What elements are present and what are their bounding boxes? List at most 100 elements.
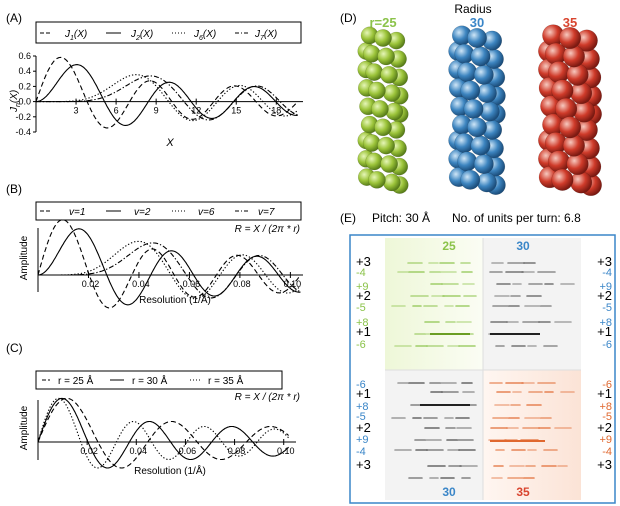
radius-label-30: 30 [470,15,484,30]
panel-a-xtick-label: 6 [114,106,119,116]
panel-a-xtick-label: 15 [231,106,241,116]
legend-a-2: J2(X) [130,29,153,42]
panel-a-xlabel: X [165,137,174,149]
quadrant-bottom-left [385,370,483,500]
panel-a-label: (A) [6,11,22,25]
quadrant-title-35: 35 [516,485,530,499]
panel-e-pitch: Pitch: 30 Å [372,210,430,225]
legend-a-1: J1(X) [64,29,87,42]
subunit-sphere [562,45,585,68]
subunit-sphere [470,135,491,156]
panel-a-xtick-label: 3 [74,106,79,116]
panel-d-title: Radius [454,2,491,16]
layer-label-bottom-right: -5 [602,411,612,423]
layer-label-bottom-left: -5 [356,411,366,423]
layer-label-top-right: +2 [597,288,612,303]
layer-label-top-right: -5 [602,302,612,314]
layer-label-top-left: +8 [356,317,369,329]
panel-c-ylabel: Amplitude [19,405,30,450]
layer-label-top-right: +9 [599,281,612,293]
panel-a: (A) J1(X) J2(X) J6(X) J7(X) Jn(X) X 0.60… [6,11,303,149]
subunit-sphere [374,29,392,47]
layer-label-top-right: +1 [597,324,612,339]
subunit-sphere [365,152,384,171]
quadrant-bottom-right [483,370,581,500]
subunit-sphere [382,173,401,192]
layer-label-top-right: -4 [602,267,612,279]
panel-b-series-v6 [38,240,301,300]
layer-line-labels: +3-4+9+2-5+8+1-6+3-4+9+2-5+8+1-6-6+1+8-5… [356,254,612,472]
panel-a-series-J6 [36,74,299,122]
legend-c-1: r = 25 Å [58,374,94,387]
quadrant-title-30-bottom: 30 [442,485,456,499]
layer-label-bottom-left: -6 [356,379,366,391]
panel-a-ytick-label: 0.0 [18,97,31,107]
panel-e-units: No. of units per turn: 6.8 [452,211,581,225]
panel-c: (C) r = 25 Å r = 30 Å r = 35 Å R = X / (… [6,341,300,477]
tube-red-r35 [538,24,602,196]
subunit-sphere [562,134,585,157]
tube-green-r25 [357,26,409,194]
panel-c-xlabel: Resolution (1/Å) [134,464,206,477]
tube-blue-r30 [448,25,506,195]
legend-b-1: v=1 [69,207,85,218]
panel-c-axes: 0.02 0.04 0.06 0.08 0.10 [37,397,296,469]
quadrant-top-right [483,238,581,370]
legend-a-4: J7(X) [254,29,277,42]
subunit-sphere [551,79,574,102]
subunit-sphere [467,117,487,138]
panel-b-formula: R = X / (2π * r) [235,224,300,235]
legend-b-4: v=7 [258,207,275,218]
layer-label-bottom-right: -4 [602,446,612,458]
panel-b-xtick-label: 0.08 [233,279,251,289]
subunit-sphere [470,46,491,67]
layer-label-bottom-right: +9 [599,434,612,446]
subunit-sphere [374,118,392,137]
panel-a-ytick-label: 0.2 [18,81,31,91]
panel-b-legend-box [35,201,302,221]
subunit-sphere [570,82,593,105]
layer-label-bottom-right: +3 [597,457,612,472]
layer-label-top-left: +3 [356,254,371,269]
layer-label-top-left: +1 [356,324,371,339]
legend-a-3: J6(X) [193,29,216,42]
legend-b-2: v=2 [134,207,151,218]
panel-a-ytick-label: 0.4 [18,66,31,76]
panel-a-xtick-label: 9 [154,106,159,116]
subunit-sphere [368,81,386,100]
panel-c-series-r30 [37,397,289,469]
subunit-sphere [566,152,589,175]
subunit-sphere [467,28,487,48]
legend-c-2: r = 30 Å [132,374,168,387]
panel-b-xtick-label: 0.06 [183,279,201,289]
subunit-sphere [377,136,395,155]
subunit-sphere [559,27,582,50]
subunit-sphere [476,172,497,193]
radius-label-35: 35 [563,15,577,30]
layer-label-bottom-left: -4 [356,446,366,458]
layer-label-bottom-left: +1 [356,386,371,401]
panel-b-xtick-label: 0.10 [284,279,302,289]
layer-label-bottom-left: +3 [356,457,371,472]
subunit-sphere [460,169,481,190]
subunit-sphere [457,151,477,172]
radius-label-25: r=25 [369,15,396,30]
layer-label-bottom-left: +9 [356,434,369,446]
layer-label-top-left: +9 [356,281,369,293]
panel-d: (D) Radius r=25 30 35 [340,2,602,196]
panel-d-label: (D) [340,11,357,25]
panel-a-xtick-label: 12 [191,106,201,116]
panel-a-ytick-label: -0.4 [15,127,31,137]
subunit-sphere [547,150,570,173]
panel-c-formula: R = X / (2π * r) [235,392,300,403]
panel-a-legend-box [35,21,302,44]
subunit-sphere [473,64,494,85]
panel-c-label: (C) [6,341,23,355]
layer-label-bottom-left: +8 [356,401,369,413]
layer-label-top-left: -5 [356,302,366,314]
subunit-sphere [463,99,484,119]
layer-label-top-right: +3 [597,254,612,269]
subunit-sphere [559,116,582,139]
panel-c-xtick-label: 0.02 [80,446,98,456]
